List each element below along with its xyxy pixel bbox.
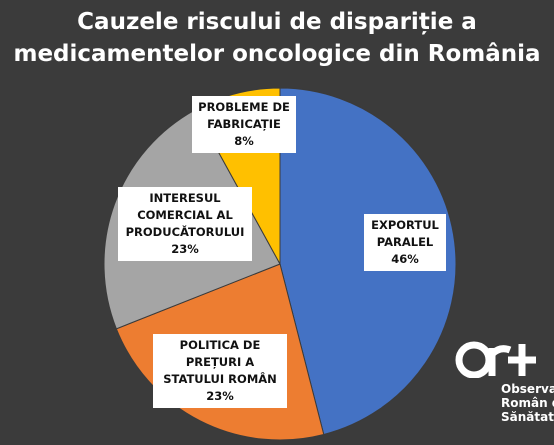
slice-label-exportul-paralel-line-2: PARALEL <box>376 235 434 249</box>
slice-label-interesul-comercial-line-3: PRODUCĂTORULUI <box>125 225 245 239</box>
slice-value-interesul-comercial: 23% <box>171 242 199 256</box>
watermark-line-2: Român d <box>501 396 554 410</box>
slice-label-politica-preturi-line-1: POLITICA DE <box>179 338 261 352</box>
slice-label-interesul-comercial: INTERESUL COMERCIAL AL PRODUCĂTORULUI 23… <box>118 187 252 261</box>
slice-label-politica-preturi-line-2: PREȚURI A <box>185 355 255 369</box>
slice-label-exportul-paralel-line-1: EXPORTUL <box>371 218 439 232</box>
slice-value-probleme-fabricatie: 8% <box>234 134 254 148</box>
slice-label-probleme-fabricatie-line-1: PROBLEME DE <box>198 100 290 114</box>
watermark-logo: Observa Român d Sănătate <box>448 338 554 445</box>
slice-label-probleme-fabricatie: PROBLEME DE FABRICAȚIE 8% <box>192 96 296 153</box>
watermark-line-1: Observa <box>501 382 554 396</box>
slice-label-politica-preturi-line-3: STATULUI ROMÂN <box>163 372 277 386</box>
slice-label-exportul-paralel: EXPORTUL PARALEL 46% <box>364 214 446 271</box>
slice-label-interesul-comercial-line-1: INTERESUL <box>149 191 221 205</box>
slice-value-exportul-paralel: 46% <box>391 252 419 266</box>
chart-title: Cauzele riscului de dispariție a medicam… <box>0 6 554 70</box>
ors-logo-mark <box>455 341 536 378</box>
slice-label-interesul-comercial-line-2: COMERCIAL AL <box>137 208 233 222</box>
slice-label-politica-preturi: POLITICA DE PREȚURI A STATULUI ROMÂN 23% <box>153 334 287 408</box>
chart-title-line-1: Cauzele riscului de dispariție a <box>77 9 477 35</box>
watermark-line-3: Sănătate <box>501 410 554 424</box>
chart-title-line-2: medicamentelor oncologice din România <box>13 41 541 67</box>
slice-value-politica-preturi: 23% <box>206 389 234 403</box>
slice-label-probleme-fabricatie-line-2: FABRICAȚIE <box>207 117 281 131</box>
